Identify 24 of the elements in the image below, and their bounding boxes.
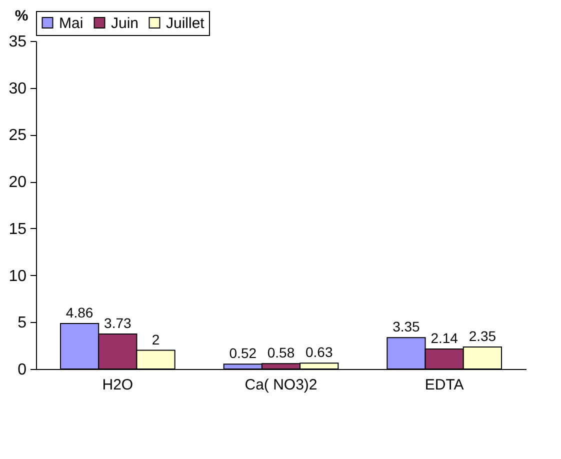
legend-label: Juin bbox=[111, 14, 139, 32]
data-label: 0.63 bbox=[305, 344, 333, 360]
y-axis-title: % bbox=[14, 8, 28, 24]
y-tick-label: 35 bbox=[8, 34, 27, 50]
y-tick-label: 30 bbox=[8, 80, 27, 98]
y-tick-label: 15 bbox=[8, 220, 27, 238]
y-tick-label: 25 bbox=[8, 127, 27, 144]
y-tick-label: 10 bbox=[8, 268, 27, 285]
data-label: 0.58 bbox=[267, 344, 295, 361]
data-label: 2.14 bbox=[430, 330, 458, 346]
data-label: 2.35 bbox=[468, 328, 496, 344]
x-tick-label: H2O bbox=[102, 376, 134, 394]
data-label: 3.73 bbox=[104, 315, 132, 332]
legend-label: Mai bbox=[59, 14, 84, 32]
data-label: 2 bbox=[152, 331, 160, 348]
y-tick-label: 5 bbox=[18, 314, 27, 332]
data-label: 4.86 bbox=[66, 304, 94, 320]
y-tick-label: 0 bbox=[18, 362, 27, 378]
legend-label: Juillet bbox=[166, 14, 206, 32]
x-tick-label: EDTA bbox=[424, 376, 464, 394]
x-tick-label: Ca( NO3)2 bbox=[244, 376, 318, 394]
data-label: 3.35 bbox=[392, 318, 420, 335]
data-label: 0.52 bbox=[229, 345, 257, 362]
y-tick-label: 20 bbox=[8, 174, 27, 192]
